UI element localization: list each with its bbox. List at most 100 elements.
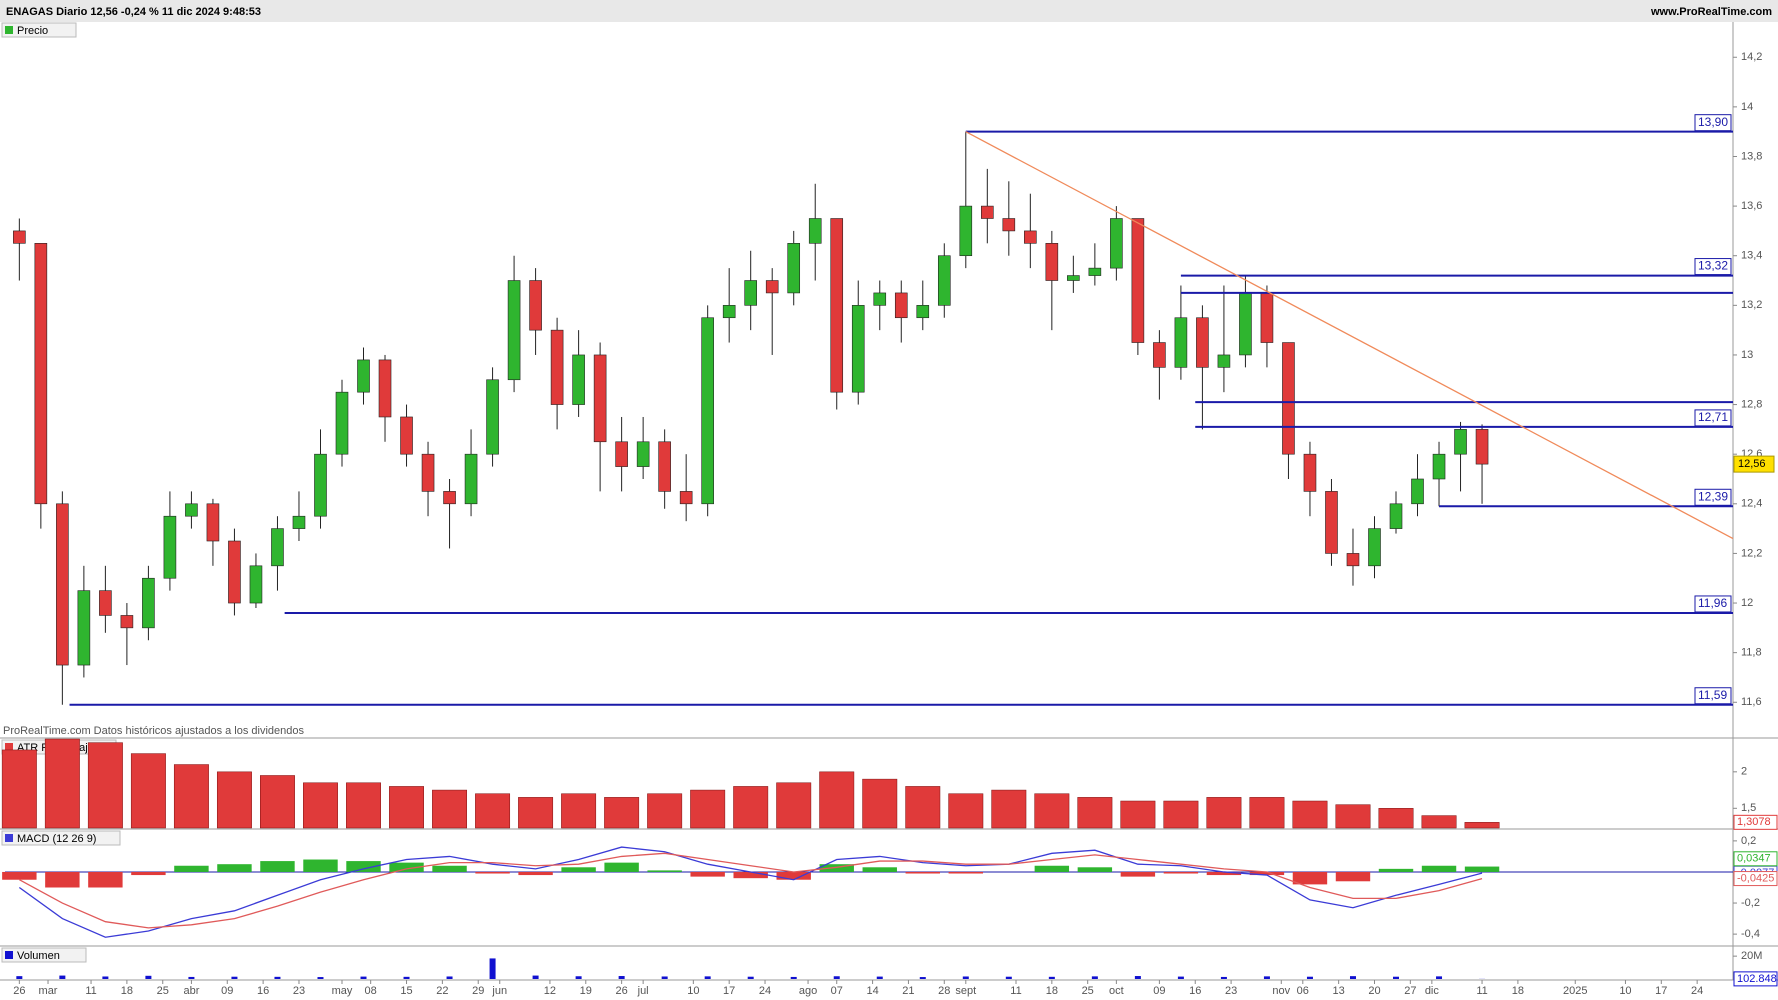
- candle-body: [1024, 230, 1037, 244]
- x-tick-label: 10: [687, 985, 699, 997]
- bar: [1048, 976, 1055, 979]
- candle-body: [981, 205, 994, 219]
- candle-body: [335, 391, 349, 455]
- macd-line: [18, 846, 1483, 938]
- level-label-box: [1694, 258, 1732, 276]
- candle-body: [1217, 354, 1231, 368]
- y-tick-label: 12,8: [1741, 398, 1762, 410]
- bar: [389, 786, 424, 829]
- x-tick-label: 09: [1153, 985, 1165, 997]
- x-tick-label: abr: [183, 985, 199, 997]
- candle-body: [701, 317, 714, 505]
- histogram-bar: [1292, 871, 1328, 885]
- candle-body: [658, 441, 671, 492]
- candle-body: [1239, 292, 1252, 356]
- bar: [1263, 976, 1270, 979]
- candle-body: [830, 218, 844, 393]
- last-value-box: [1733, 971, 1778, 987]
- candle-body: [808, 218, 822, 244]
- bar: [1436, 976, 1443, 979]
- bar: [1306, 976, 1313, 979]
- candle-body: [142, 577, 155, 629]
- candle-body: [1110, 218, 1123, 269]
- x-tick-label: 29: [472, 985, 484, 997]
- candle-body: [1174, 317, 1188, 368]
- bar: [1349, 976, 1356, 979]
- candle-body: [1045, 243, 1059, 281]
- candle-body: [873, 292, 887, 306]
- candle-body: [529, 280, 542, 331]
- candle-body: [421, 453, 435, 492]
- candle-body: [486, 379, 499, 455]
- x-tick-label: 07: [831, 985, 843, 997]
- bar: [1464, 822, 1500, 829]
- x-tick-label: 22: [436, 985, 448, 997]
- y-tick-label: 0,2: [1741, 835, 1756, 847]
- x-tick-label: 17: [1655, 985, 1667, 997]
- candle-body: [765, 280, 779, 294]
- bar: [991, 789, 1027, 829]
- last-price-label: 12,56: [1738, 458, 1766, 470]
- bar: [690, 789, 726, 829]
- x-tick-label: 17: [723, 985, 735, 997]
- histogram-bar: [217, 864, 252, 872]
- histogram-bar: [1163, 871, 1199, 874]
- legend-macd[interactable]: MACD (12 26 9): [1, 830, 121, 846]
- histogram-bar: [1034, 865, 1070, 872]
- histogram-bar: [346, 861, 381, 872]
- candle-body: [959, 205, 973, 257]
- bar: [1077, 797, 1113, 829]
- candle-body: [400, 416, 413, 455]
- bar: [776, 782, 812, 829]
- last-value-label: 1,3078: [1737, 816, 1771, 828]
- x-tick-label: 11: [1476, 985, 1487, 997]
- histogram-bar: [303, 859, 338, 872]
- histogram-bar: [1464, 866, 1500, 872]
- candle-body: [77, 590, 91, 666]
- bar: [647, 793, 683, 829]
- bar: [919, 977, 926, 979]
- bar: [1034, 793, 1070, 829]
- x-tick-label: 27: [1404, 985, 1416, 997]
- bar: [747, 976, 754, 979]
- x-tick-label: 18: [121, 985, 133, 997]
- y-tick-label: 13,4: [1741, 250, 1762, 262]
- bar: [1393, 976, 1400, 979]
- legend-price[interactable]: Precio: [1, 22, 77, 38]
- y-tick-label: 12,4: [1741, 498, 1762, 510]
- histogram-bar: [88, 871, 123, 888]
- x-tick-label: 25: [1082, 985, 1094, 997]
- candle-body: [1153, 342, 1166, 368]
- x-tick-label: dic: [1425, 985, 1440, 997]
- legend-vol[interactable]: Volumen: [1, 947, 87, 963]
- histogram-bar: [1120, 871, 1156, 877]
- candle-body: [679, 491, 693, 505]
- x-tick-label: 2025: [1563, 985, 1587, 997]
- bar: [403, 976, 410, 979]
- candle-body: [1303, 453, 1317, 492]
- histogram-bar: [389, 862, 424, 872]
- histogram-bar: [561, 867, 596, 872]
- candle-body: [1432, 453, 1446, 480]
- y-tick-label: 20M: [1741, 950, 1762, 962]
- panel-borders: [0, 22, 1778, 981]
- x-tick-label: nov: [1272, 985, 1290, 997]
- y-tick-label: 14: [1741, 101, 1753, 113]
- y-tick-label: 13,2: [1741, 299, 1762, 311]
- bar: [145, 975, 152, 979]
- x-tick-label: 23: [293, 985, 305, 997]
- bar: [188, 976, 195, 979]
- candle-body: [894, 292, 908, 319]
- bar: [360, 976, 367, 979]
- candle-body: [851, 305, 865, 393]
- histogram-bar: [948, 871, 984, 874]
- x-tick-label: jun: [491, 985, 507, 997]
- candle-body: [636, 441, 650, 467]
- x-tick-label: 26: [616, 985, 628, 997]
- bar: [962, 976, 969, 979]
- candle-body: [1389, 503, 1403, 529]
- bar: [575, 976, 582, 979]
- candle-body: [744, 280, 757, 306]
- x-tick-label: 14: [866, 985, 878, 997]
